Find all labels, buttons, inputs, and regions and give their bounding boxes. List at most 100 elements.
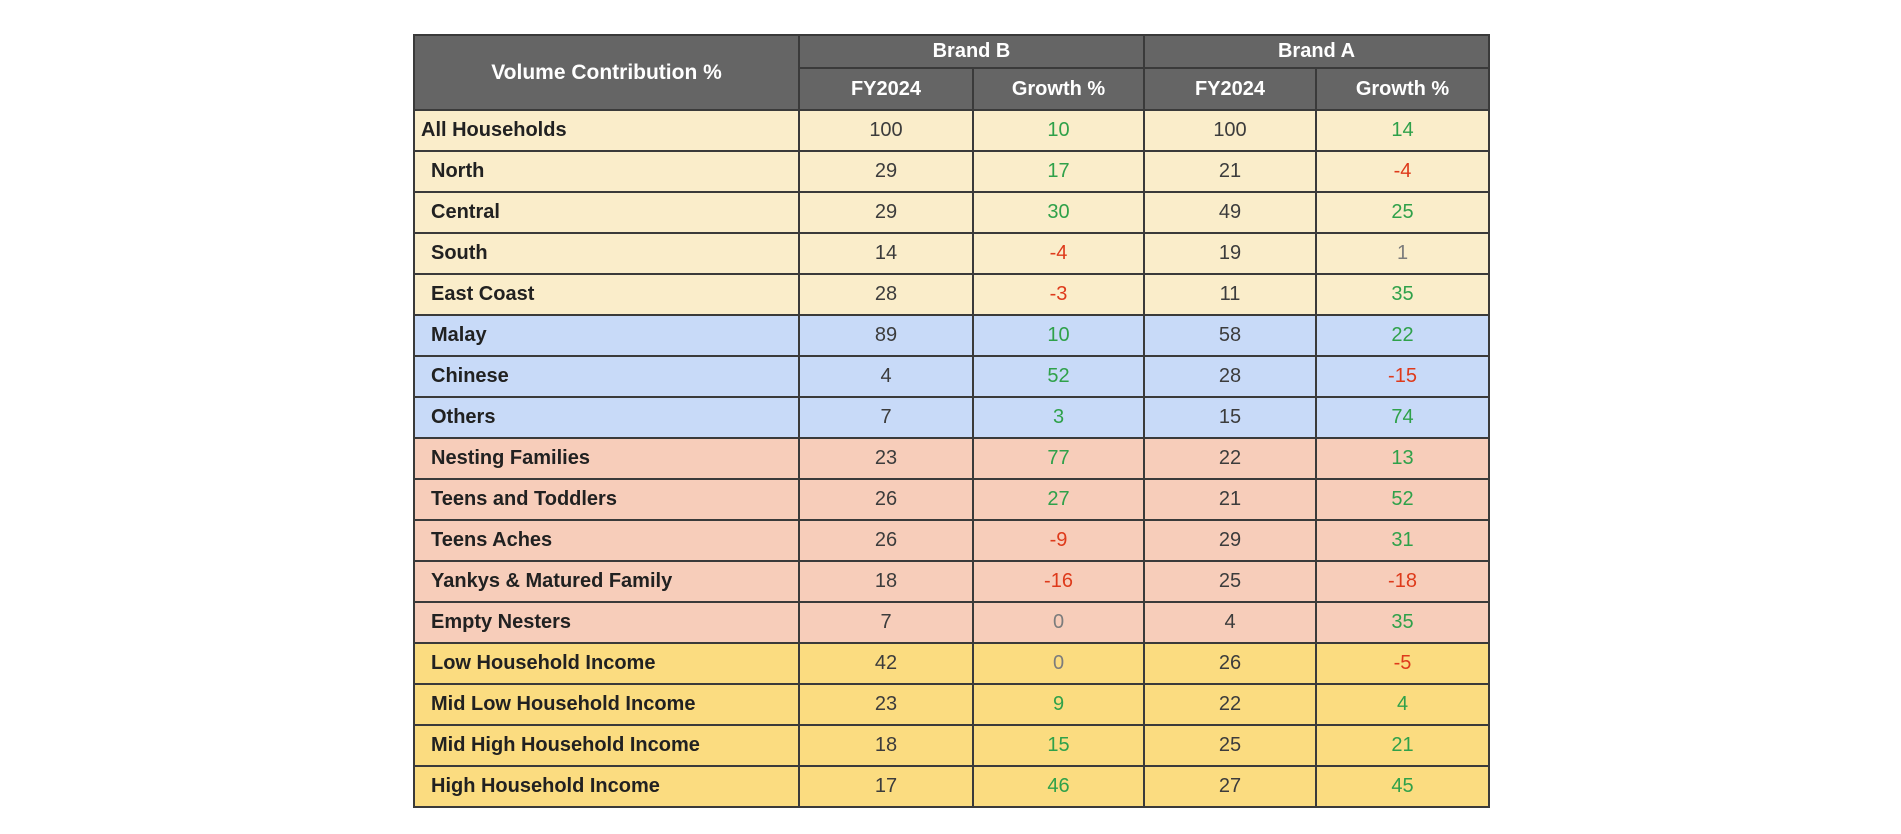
cell-brand-a-growth: 52: [1315, 478, 1490, 521]
cell-brand-a-fy2024: 27: [1143, 765, 1317, 808]
cell-brand-b-growth: 27: [972, 478, 1145, 521]
cell-brand-b-fy2024: 17: [798, 765, 974, 808]
cell-brand-b-fy2024: 29: [798, 150, 974, 193]
cell-brand-b-growth: 0: [972, 642, 1145, 685]
cell-brand-a-fy2024: 100: [1143, 109, 1317, 152]
table-row: Mid High Household Income 18 15 25 21: [413, 724, 1490, 767]
cell-brand-b-fy2024: 42: [798, 642, 974, 685]
cell-brand-b-fy2024: 18: [798, 560, 974, 603]
cell-brand-a-fy2024: 15: [1143, 396, 1317, 439]
cell-brand-b-fy2024: 29: [798, 191, 974, 234]
cell-brand-b-growth: 46: [972, 765, 1145, 808]
cell-brand-a-growth: -15: [1315, 355, 1490, 398]
cell-brand-b-fy2024: 26: [798, 478, 974, 521]
brand-header-row: Volume Contribution % Brand B Brand A: [413, 34, 1490, 111]
row-label: Empty Nesters: [413, 601, 800, 644]
cell-brand-a-fy2024: 11: [1143, 273, 1317, 316]
cell-brand-b-fy2024: 7: [798, 396, 974, 439]
row-label: Central: [413, 191, 800, 234]
cell-brand-b-growth: 3: [972, 396, 1145, 439]
brand-a-fy2024-header: FY2024: [1143, 67, 1317, 111]
cell-brand-b-fy2024: 18: [798, 724, 974, 767]
cell-brand-b-fy2024: 100: [798, 109, 974, 152]
cell-brand-a-growth: -5: [1315, 642, 1490, 685]
cell-brand-a-fy2024: 21: [1143, 478, 1317, 521]
volume-contribution-table: Volume Contribution % Brand B Brand A FY…: [413, 34, 1490, 808]
brand-a-header: Brand A: [1143, 34, 1490, 69]
cell-brand-a-growth: 25: [1315, 191, 1490, 234]
brand-b-fy2024-header: FY2024: [798, 67, 974, 111]
table-body: All Households 100 10 100 14 North 29 17 21 -4 Cen…: [413, 109, 1490, 808]
table-row: High Household Income 17 46 27 45: [413, 765, 1490, 808]
cell-brand-a-fy2024: 58: [1143, 314, 1317, 357]
table-row: Others 7 3 15 74: [413, 396, 1490, 439]
cell-brand-a-growth: 45: [1315, 765, 1490, 808]
cell-brand-a-fy2024: 29: [1143, 519, 1317, 562]
cell-brand-a-fy2024: 25: [1143, 724, 1317, 767]
cell-brand-b-growth: 10: [972, 109, 1145, 152]
row-label: North: [413, 150, 800, 193]
cell-brand-a-fy2024: 28: [1143, 355, 1317, 398]
cell-brand-a-fy2024: 19: [1143, 232, 1317, 275]
table-row: Central 29 30 49 25: [413, 191, 1490, 234]
table-row: Nesting Families 23 77 22 13: [413, 437, 1490, 480]
row-label: Low Household Income: [413, 642, 800, 685]
brand-a-growth-header: Growth %: [1315, 67, 1490, 111]
table-row: Yankys & Matured Family 18 -16 25 -18: [413, 560, 1490, 603]
table-row: Low Household Income 42 0 26 -5: [413, 642, 1490, 685]
row-label: East Coast: [413, 273, 800, 316]
table-row: All Households 100 10 100 14: [413, 109, 1490, 152]
cell-brand-b-fy2024: 89: [798, 314, 974, 357]
row-label: South: [413, 232, 800, 275]
cell-brand-a-growth: 35: [1315, 273, 1490, 316]
cell-brand-a-growth: 13: [1315, 437, 1490, 480]
cell-brand-a-growth: -4: [1315, 150, 1490, 193]
row-label: Malay: [413, 314, 800, 357]
brand-b-header: Brand B: [798, 34, 1145, 69]
row-label: Nesting Families: [413, 437, 800, 480]
cell-brand-a-growth: 74: [1315, 396, 1490, 439]
cell-brand-a-growth: 21: [1315, 724, 1490, 767]
cell-brand-b-fy2024: 14: [798, 232, 974, 275]
cell-brand-a-growth: 31: [1315, 519, 1490, 562]
cell-brand-a-fy2024: 49: [1143, 191, 1317, 234]
cell-brand-a-fy2024: 22: [1143, 437, 1317, 480]
table-row: North 29 17 21 -4: [413, 150, 1490, 193]
cell-brand-b-growth: 52: [972, 355, 1145, 398]
row-label: Yankys & Matured Family: [413, 560, 800, 603]
table-row: South 14 -4 19 1: [413, 232, 1490, 275]
cell-brand-b-fy2024: 23: [798, 437, 974, 480]
cell-brand-b-growth: 77: [972, 437, 1145, 480]
table-row: Teens and Toddlers 26 27 21 52: [413, 478, 1490, 521]
row-label: Chinese: [413, 355, 800, 398]
cell-brand-a-fy2024: 21: [1143, 150, 1317, 193]
table-header: Volume Contribution % Brand B Brand A FY…: [413, 34, 1490, 111]
table-row: Teens Aches 26 -9 29 31: [413, 519, 1490, 562]
row-label: All Households: [413, 109, 800, 152]
table-row: Malay 89 10 58 22: [413, 314, 1490, 357]
cell-brand-a-growth: 22: [1315, 314, 1490, 357]
cell-brand-b-growth: 30: [972, 191, 1145, 234]
cell-brand-a-fy2024: 4: [1143, 601, 1317, 644]
cell-brand-b-growth: -3: [972, 273, 1145, 316]
brand-b-growth-header: Growth %: [972, 67, 1145, 111]
cell-brand-b-fy2024: 26: [798, 519, 974, 562]
cell-brand-a-growth: 1: [1315, 232, 1490, 275]
cell-brand-a-fy2024: 26: [1143, 642, 1317, 685]
row-label: Teens and Toddlers: [413, 478, 800, 521]
cell-brand-b-growth: 17: [972, 150, 1145, 193]
cell-brand-b-growth: 15: [972, 724, 1145, 767]
cell-brand-b-growth: -9: [972, 519, 1145, 562]
cell-brand-a-growth: -18: [1315, 560, 1490, 603]
cell-brand-a-growth: 14: [1315, 109, 1490, 152]
cell-brand-b-growth: -16: [972, 560, 1145, 603]
table-row: Chinese 4 52 28 -15: [413, 355, 1490, 398]
cell-brand-b-fy2024: 28: [798, 273, 974, 316]
cell-brand-b-growth: -4: [972, 232, 1145, 275]
table-row: East Coast 28 -3 11 35: [413, 273, 1490, 316]
row-label: Mid High Household Income: [413, 724, 800, 767]
cell-brand-b-growth: 0: [972, 601, 1145, 644]
cell-brand-b-fy2024: 7: [798, 601, 974, 644]
cell-brand-b-fy2024: 4: [798, 355, 974, 398]
